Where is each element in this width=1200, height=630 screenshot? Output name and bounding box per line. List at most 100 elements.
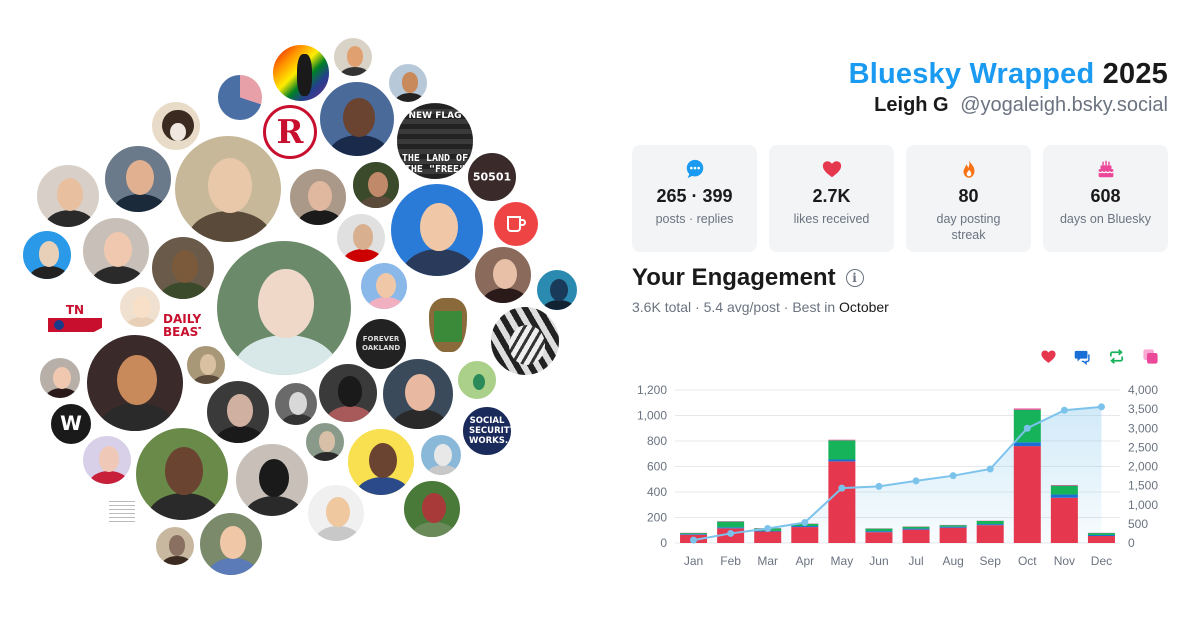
y-right-tick-label: 3,000	[1128, 421, 1158, 435]
stat-streak: 80 day posting streak	[906, 145, 1031, 252]
avatar	[234, 442, 310, 518]
info-icon[interactable]: i	[845, 269, 864, 287]
avatar	[351, 160, 401, 210]
bar-reposts	[902, 526, 930, 529]
stat-label: day posting streak	[936, 212, 1001, 242]
y-left-tick-label: 200	[647, 511, 667, 525]
flame-icon	[963, 159, 974, 178]
cumulative-area	[693, 406, 1102, 543]
avatar	[150, 235, 216, 301]
stat-value: 265 · 399	[656, 186, 733, 206]
x-tick-label: Jul	[908, 554, 923, 568]
avatar	[304, 421, 346, 463]
bar-replies	[1087, 534, 1115, 536]
y-right-tick-label: 1,500	[1128, 479, 1158, 493]
avatar-cluster: R NEW FLAG THE LAND OF THE "FREE"50501 TN H…	[21, 36, 579, 577]
avatar	[288, 167, 348, 227]
bar-likes	[976, 525, 1004, 543]
avatar	[306, 483, 366, 543]
y-left-tick-label: 600	[647, 460, 667, 474]
avatar	[103, 144, 173, 214]
avatar	[419, 433, 463, 477]
bar-replies	[1050, 494, 1078, 498]
bar-replies	[717, 527, 745, 529]
avatar	[489, 305, 561, 377]
avatar: R	[263, 105, 317, 159]
bar-quotes	[1013, 408, 1041, 410]
avatar: 50501	[466, 151, 518, 203]
avatar	[21, 229, 73, 281]
avatar: W	[49, 402, 93, 446]
bar-replies	[1013, 442, 1041, 447]
bar-likes	[1013, 446, 1041, 543]
stat-likes: 2.7K likes received	[769, 145, 894, 252]
bar-quotes	[1050, 484, 1078, 486]
bar-likes	[754, 531, 782, 543]
speech-bubble-icon	[686, 159, 703, 179]
cumulative-point	[801, 519, 809, 527]
engagement-total: 3.6K total	[632, 299, 692, 315]
avatar-caption: NEW FLAG	[408, 111, 462, 121]
avatar	[346, 427, 416, 497]
repost-icon[interactable]	[1108, 348, 1125, 365]
daily-beast-text: DAILY BEAST	[163, 312, 201, 339]
avatar	[335, 212, 387, 264]
bar-replies	[976, 524, 1004, 526]
avatar	[85, 333, 185, 433]
bar-replies	[902, 528, 930, 530]
heart-icon[interactable]	[1040, 348, 1057, 365]
engagement-title: Your Engagement i	[632, 264, 864, 292]
bar-likes	[865, 532, 893, 543]
x-tick-label: Aug	[942, 554, 963, 568]
engagement-avg: 5.4 avg/post	[703, 299, 780, 315]
engagement-heading: Your Engagement	[632, 264, 836, 291]
cumulative-point	[727, 529, 735, 537]
stat-days: 608 days on Bluesky	[1043, 145, 1168, 252]
bar-likes	[1050, 497, 1078, 543]
bar-replies	[939, 526, 967, 528]
x-tick-label: Sep	[980, 554, 1002, 568]
avatar	[412, 289, 480, 357]
cumulative-point	[1097, 403, 1105, 411]
cumulative-point	[1060, 406, 1068, 414]
year: 2025	[1102, 58, 1168, 90]
reply-icon[interactable]	[1074, 348, 1091, 365]
avatar	[185, 344, 227, 386]
avatar-caption: FOREVER OAKLAND	[362, 335, 401, 352]
bar-replies	[828, 459, 856, 462]
engagement-summary: 3.6K total · 5.4 avg/post · Best in Octo…	[632, 299, 889, 315]
x-tick-label: Apr	[795, 554, 814, 568]
x-tick-label: Jan	[684, 554, 703, 568]
cumulative-point	[838, 484, 846, 492]
stat-label: days on Bluesky	[1059, 212, 1152, 226]
cumulative-point	[1023, 424, 1031, 432]
avatar	[98, 488, 142, 532]
avatar	[494, 202, 538, 246]
y-right-tick-label: 500	[1128, 517, 1148, 531]
bar-reposts	[1050, 485, 1078, 495]
cumulative-point	[875, 482, 883, 490]
cumulative-line	[693, 405, 1102, 542]
x-tick-label: Mar	[757, 554, 778, 568]
display-name: Leigh G	[874, 94, 949, 116]
stat-value: 80	[958, 186, 979, 206]
bar-reposts	[717, 521, 745, 528]
bar-replies	[680, 534, 708, 535]
quote-icon[interactable]	[1142, 348, 1159, 365]
stat-label: likes received	[793, 212, 870, 226]
y-right-tick-label: 0	[1128, 536, 1135, 550]
avatar	[35, 163, 101, 229]
x-tick-label: Oct	[1018, 554, 1037, 568]
tn-holler-logo: TN HOLLER	[44, 303, 106, 333]
stat-value: 608	[1090, 186, 1121, 206]
y-right-tick-label: 2,000	[1128, 460, 1158, 474]
user-handle: @yogaleigh.bsky.social	[960, 94, 1168, 116]
y-left-tick-label: 1,000	[637, 409, 667, 423]
stat-value: 2.7K	[812, 186, 851, 206]
avatar	[81, 434, 133, 486]
cake-icon	[1097, 160, 1114, 178]
x-tick-label: Nov	[1054, 554, 1075, 568]
avatar	[118, 285, 162, 329]
x-tick-label: Feb	[720, 554, 741, 568]
avatar	[273, 381, 319, 427]
